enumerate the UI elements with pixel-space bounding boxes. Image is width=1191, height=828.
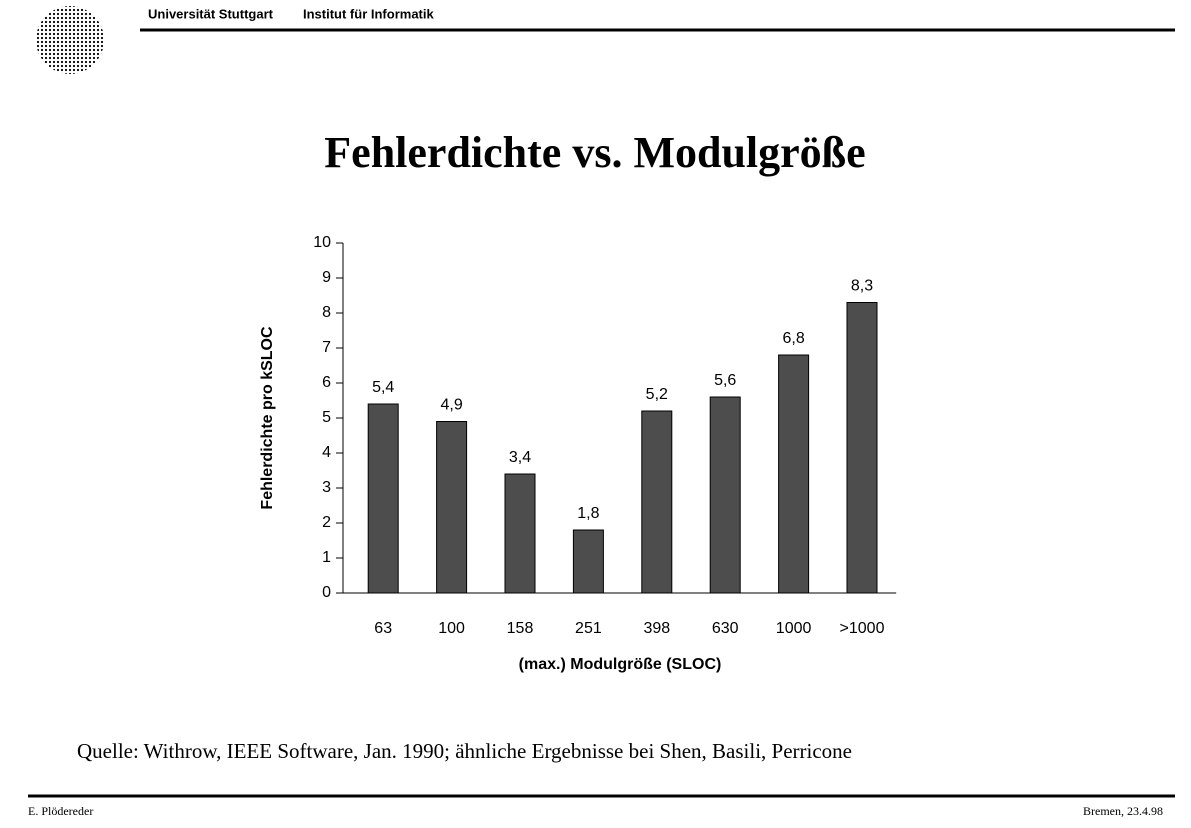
- footer-date: Bremen, 23.4.98: [1083, 804, 1163, 818]
- bar: [504, 473, 536, 594]
- x-axis-title: (max.) Modulgröße (SLOC): [519, 656, 722, 673]
- data-label: 5,2: [646, 386, 668, 403]
- data-label: 8,3: [851, 278, 873, 295]
- y-tick-label: 4: [322, 444, 331, 461]
- x-tick-label: 630: [712, 620, 739, 637]
- data-label: 5,6: [714, 372, 736, 389]
- x-tick-label: 158: [507, 620, 534, 637]
- bar: [436, 421, 468, 594]
- bar: [778, 354, 810, 594]
- header-university: Universität Stuttgart: [148, 6, 274, 21]
- y-tick-label: 2: [322, 514, 331, 531]
- x-tick-label: 1000: [776, 620, 812, 637]
- y-tick-label: 6: [322, 374, 331, 391]
- bar: [641, 410, 673, 594]
- y-tick-label: 1: [322, 549, 331, 566]
- data-label: 4,9: [440, 397, 462, 414]
- data-label: 3,4: [509, 449, 531, 466]
- bar: [709, 396, 741, 594]
- footer-author: E. Plödereder: [28, 804, 93, 818]
- x-tick-label: 100: [438, 620, 465, 637]
- y-tick-label: 10: [313, 234, 331, 251]
- x-tick-label: 398: [643, 620, 670, 637]
- bar: [846, 302, 878, 594]
- x-tick-label: 251: [575, 620, 602, 637]
- data-label: 6,8: [782, 330, 804, 347]
- slide-title: Fehlerdichte vs. Modulgröße: [324, 128, 865, 177]
- y-tick-label: 0: [322, 584, 331, 601]
- x-tick-label: 63: [374, 620, 392, 637]
- logo: [36, 6, 104, 74]
- y-tick-label: 8: [322, 304, 331, 321]
- bar: [572, 529, 604, 594]
- data-label: 5,4: [372, 379, 394, 396]
- source-note: Quelle: Withrow, IEEE Software, Jan. 199…: [77, 739, 852, 763]
- y-axis-title: Fehlerdichte pro kSLOC: [259, 326, 276, 510]
- x-tick-label: >1000: [840, 620, 885, 637]
- y-tick-label: 3: [322, 479, 331, 496]
- y-tick-label: 9: [322, 269, 331, 286]
- header-institute: Institut für Informatik: [303, 6, 434, 21]
- data-label: 1,8: [577, 505, 599, 522]
- bar: [367, 403, 399, 594]
- y-tick-label: 5: [322, 409, 331, 426]
- y-tick-label: 7: [322, 339, 331, 356]
